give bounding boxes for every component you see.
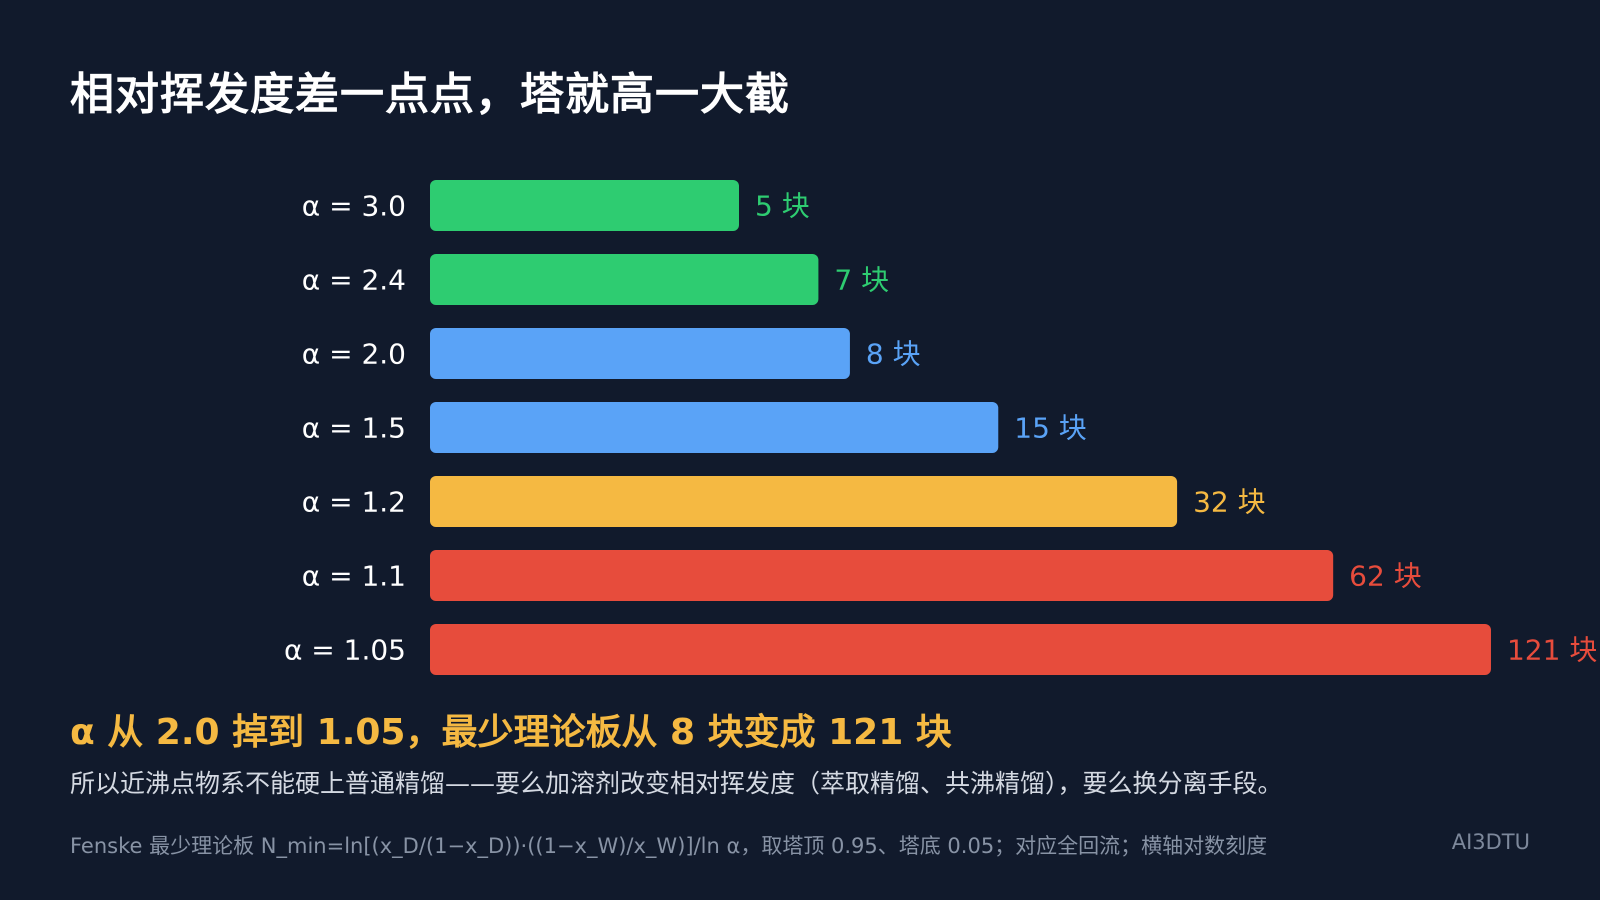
bar-value-label: 8 块: [866, 338, 921, 371]
bar-category-label: α = 3.0: [302, 190, 406, 223]
page-title: 相对挥发度差一点点，塔就高一大截: [70, 69, 790, 120]
bar: [430, 180, 739, 231]
bar-category-label: α = 2.0: [302, 338, 406, 371]
bar-category-label: α = 2.4: [302, 264, 406, 297]
bar-value-label: 121 块: [1507, 634, 1597, 667]
bar: [430, 550, 1334, 601]
bar-value-label: 5 块: [755, 190, 810, 223]
watermark-logo: AI3DTU: [1451, 830, 1530, 854]
bar-chart: α = 3.0 5 块 α = 2.4 7 块 α = 2.0 8 块 α = 1.5 15 …: [284, 180, 1597, 675]
bar: [430, 402, 999, 453]
conclusion-text: α 从 2.0 掉到 1.05，最少理论板从 8 块变成 121 块: [70, 712, 952, 753]
bar-category-label: α = 1.2: [302, 486, 406, 519]
bar-value-label: 62 块: [1349, 560, 1422, 593]
bar: [430, 624, 1491, 675]
bar: [430, 254, 819, 305]
explanation-text: 所以近沸点物系不能硬上普通精馏——要么加溶剂改变相对挥发度（萃取精馏、共沸精馏）…: [70, 769, 1283, 798]
bar-value-label: 7 块: [834, 264, 889, 297]
bar: [430, 476, 1178, 527]
bar-value-label: 32 块: [1193, 486, 1266, 519]
bar-category-label: α = 1.05: [284, 634, 406, 667]
bar-category-label: α = 1.5: [302, 412, 406, 445]
bar: [430, 328, 850, 379]
bar-value-label: 15 块: [1014, 412, 1087, 445]
footnote-formula: Fenske 最少理论板 N_min=ln[(x_D/(1−x_D))·((1−…: [70, 834, 1268, 858]
bar-category-label: α = 1.1: [302, 560, 406, 593]
